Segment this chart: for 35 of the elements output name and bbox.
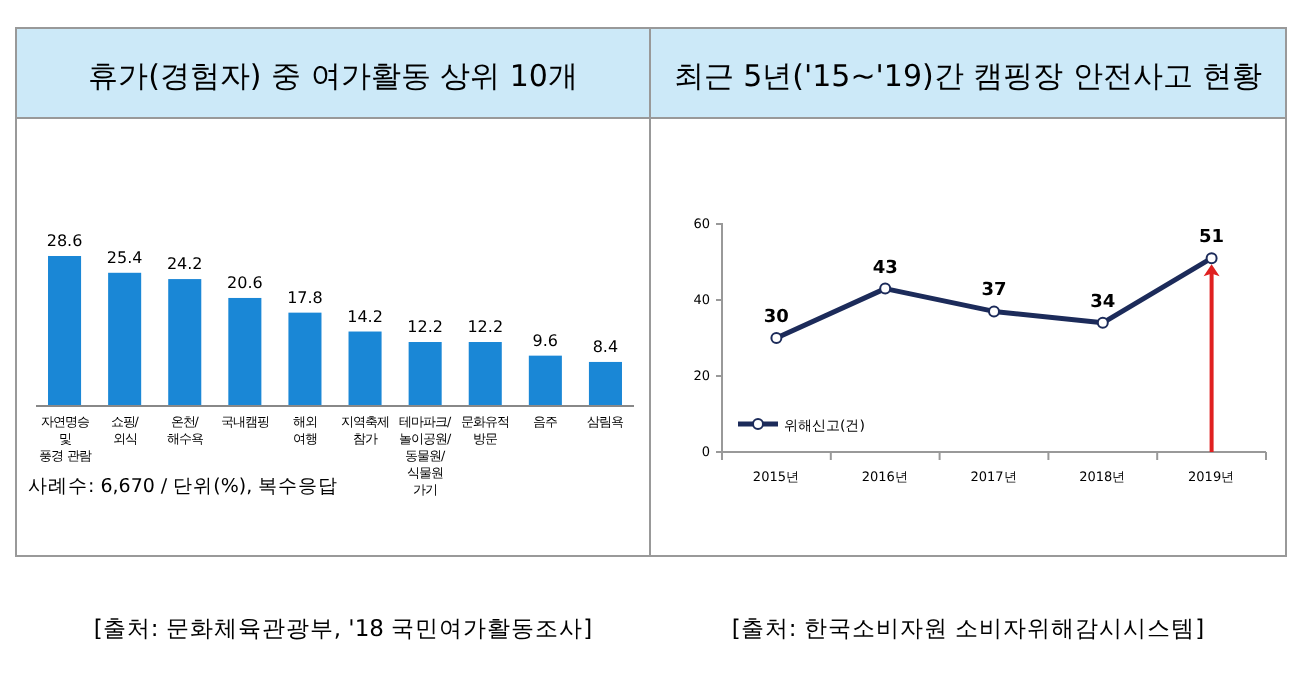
bar xyxy=(48,256,82,406)
text: 사례수: 6,670 / 단위(%), 복수응답 xyxy=(28,476,339,498)
point xyxy=(879,282,892,295)
data-label: 51 xyxy=(1199,228,1225,249)
bar xyxy=(228,297,262,406)
data-label: 37 xyxy=(981,281,1007,302)
bar xyxy=(288,312,322,406)
data-label: 30 xyxy=(763,308,789,328)
data-label: 43 xyxy=(872,258,898,279)
data-label: 8.4 xyxy=(592,337,619,356)
point xyxy=(1096,316,1109,329)
data-label: 9.6 xyxy=(532,331,559,350)
data-label: 12.2 xyxy=(407,318,443,337)
point xyxy=(770,332,783,344)
bar xyxy=(408,342,442,406)
data-label: 28.6 xyxy=(46,232,83,250)
bar xyxy=(468,342,502,406)
data-label: 34 xyxy=(1090,292,1116,313)
point xyxy=(988,305,1000,318)
point xyxy=(1205,252,1218,265)
chart-title: 최근 5년('15~'19)간 캠핑장 안전사고 현황 xyxy=(673,58,1263,94)
data-label: 20.6 xyxy=(227,273,263,292)
data-label: 24.2 xyxy=(166,255,203,274)
data-label: 25.4 xyxy=(106,248,143,267)
data-label: 14.2 xyxy=(347,307,383,326)
chart-title: 휴가(경험자) 중 여가활동 상위 10개 xyxy=(88,58,578,94)
text: [출처: 한국소비자원 소비자위해감시시스템] xyxy=(731,614,1205,642)
bar xyxy=(168,279,202,406)
data-label: 17.8 xyxy=(287,288,323,307)
bar xyxy=(348,331,382,406)
bar xyxy=(528,355,562,406)
text: [출처: 문화체육관광부, '18 국민여가활동조사] xyxy=(93,614,593,642)
bar xyxy=(588,361,622,406)
bar xyxy=(108,272,142,406)
data-label: 12.2 xyxy=(467,318,504,337)
